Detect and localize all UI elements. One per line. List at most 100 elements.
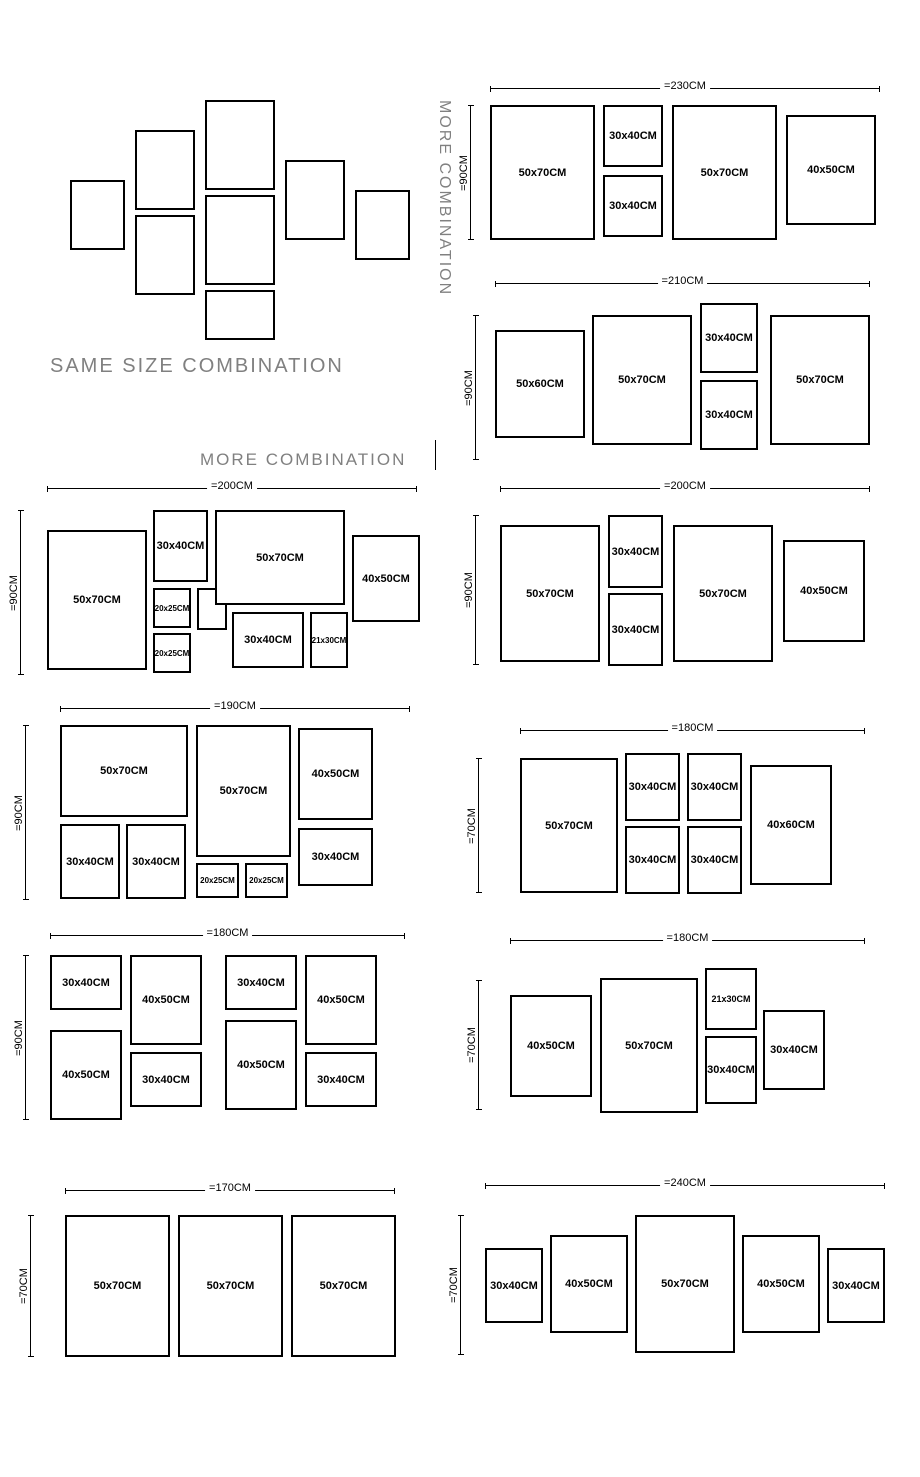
row4-right-frame-4: 30x40CM — [827, 1248, 885, 1323]
same-size-frame-2 — [135, 215, 195, 295]
top-right-1-height-line — [470, 105, 471, 240]
row1-right-frame-2: 30x40CM — [608, 593, 663, 666]
top-right-2-frame-0: 50x60CM — [495, 330, 585, 438]
row4-left-height-label: =70CM — [18, 1264, 30, 1308]
row3-right-frame-4: 30x40CM — [763, 1010, 825, 1090]
row2-right-frame-0: 50x70CM — [520, 758, 618, 893]
row3-left-frame-3: 30x40CM — [130, 1052, 202, 1107]
row3-left-frame-0: 30x40CM — [50, 955, 122, 1010]
row2-left-frame-5: 20x25CM — [196, 863, 239, 898]
top-right-1-frame-1: 30x40CM — [603, 105, 663, 167]
row2-right-height-line — [478, 758, 479, 893]
top-right-2-frame-1: 50x70CM — [592, 315, 692, 445]
row3-right-height-label: =70CM — [466, 1023, 478, 1067]
row3-left-width-label: =180CM — [203, 927, 253, 939]
same-size-frame-4 — [205, 195, 275, 285]
row3-right-frame-3: 30x40CM — [705, 1036, 757, 1104]
row1-right-height-label: =90CM — [463, 568, 475, 612]
row2-left-frame-0: 50x70CM — [60, 725, 188, 817]
row3-right-frame-1: 50x70CM — [600, 978, 698, 1113]
top-right-1-frame-2: 30x40CM — [603, 175, 663, 237]
row1-right-width-label: =200CM — [660, 480, 710, 492]
row1-left-frame-2: 20x25CM — [153, 588, 191, 628]
top-right-1-width-label: =230CM — [660, 80, 710, 92]
row3-left-frame-4: 30x40CM — [225, 955, 297, 1010]
top-right-1-frame-3: 50x70CM — [672, 105, 777, 240]
row4-right-frame-2: 50x70CM — [635, 1215, 735, 1353]
row1-left-frame-7: 21x30CM — [310, 612, 348, 668]
row4-right-frame-3: 40x50CM — [742, 1235, 820, 1333]
row1-right-frame-4: 40x50CM — [783, 540, 865, 642]
row4-left-frame-0: 50x70CM — [65, 1215, 170, 1357]
top-right-2-frame-2: 30x40CM — [700, 303, 758, 373]
row3-left-frame-2: 40x50CM — [130, 955, 202, 1045]
row2-left-frame-3: 30x40CM — [60, 824, 120, 899]
row3-left-frame-5: 40x50CM — [225, 1020, 297, 1110]
row1-left-frame-0: 50x70CM — [47, 530, 147, 670]
row2-right-frame-5: 40x60CM — [750, 765, 832, 885]
row1-left-frame-1: 30x40CM — [153, 510, 208, 582]
row1-right-frame-1: 30x40CM — [608, 515, 663, 588]
row1-left-frame-5: 50x70CM — [215, 510, 345, 605]
row4-left-frame-1: 50x70CM — [178, 1215, 283, 1357]
row3-left-frame-1: 40x50CM — [50, 1030, 122, 1120]
top-right-1-height-label: =90CM — [458, 151, 470, 195]
heading-same-size: SAME SIZE COMBINATION — [50, 355, 344, 378]
row3-right-height-line — [478, 980, 479, 1110]
same-size-frame-6 — [355, 190, 410, 260]
row2-left-height-line — [25, 725, 26, 900]
top-right-1-frame-0: 50x70CM — [490, 105, 595, 240]
row1-left-frame-8: 40x50CM — [352, 535, 420, 622]
diagram-canvas: SAME SIZE COMBINATION MORE COMBINATION M… — [0, 20, 920, 1457]
row1-left-width-label: =200CM — [207, 480, 257, 492]
row4-right-height-line — [460, 1215, 461, 1355]
heading-more-vertical: MORE COMBINATION — [435, 100, 453, 296]
top-right-2-frame-3: 30x40CM — [700, 380, 758, 450]
same-size-frame-1 — [135, 130, 195, 210]
row2-right-frame-1: 30x40CM — [625, 753, 680, 821]
row4-right-height-label: =70CM — [448, 1263, 460, 1307]
same-size-frame-3 — [70, 180, 125, 250]
row3-right-frame-0: 40x50CM — [510, 995, 592, 1097]
top-right-2-height-line — [475, 315, 476, 460]
row3-left-frame-6: 40x50CM — [305, 955, 377, 1045]
row4-left-width-label: =170CM — [205, 1182, 255, 1194]
row1-left-height-label: =90CM — [8, 571, 20, 615]
heading-more-horizontal: MORE COMBINATION — [200, 450, 406, 470]
same-size-frame-7 — [205, 290, 275, 340]
top-right-2-height-label: =90CM — [463, 366, 475, 410]
row2-left-height-label: =90CM — [13, 791, 25, 835]
row2-right-frame-3: 30x40CM — [687, 753, 742, 821]
vertical-divider — [435, 440, 436, 470]
row1-left-frame-3: 20x25CM — [153, 633, 191, 673]
row4-right-frame-1: 40x50CM — [550, 1235, 628, 1333]
row1-left-height-line — [20, 510, 21, 675]
row1-right-frame-3: 50x70CM — [673, 525, 773, 662]
same-size-frame-5 — [285, 160, 345, 240]
row3-left-height-line — [25, 955, 26, 1120]
row2-left-frame-7: 30x40CM — [298, 828, 373, 886]
row2-left-width-label: =190CM — [210, 700, 260, 712]
row3-left-frame-7: 30x40CM — [305, 1052, 377, 1107]
top-right-2-width-label: =210CM — [658, 275, 708, 287]
top-right-2-frame-4: 50x70CM — [770, 315, 870, 445]
row4-left-height-line — [30, 1215, 31, 1357]
row2-right-frame-4: 30x40CM — [687, 826, 742, 894]
row4-left-frame-2: 50x70CM — [291, 1215, 396, 1357]
row1-right-height-line — [475, 515, 476, 665]
same-size-frame-0 — [205, 100, 275, 190]
row2-right-height-label: =70CM — [466, 804, 478, 848]
row3-right-width-label: =180CM — [663, 932, 713, 944]
row2-left-frame-4: 30x40CM — [126, 824, 186, 899]
row2-right-frame-2: 30x40CM — [625, 826, 680, 894]
row1-left-frame-6: 30x40CM — [232, 612, 304, 668]
row2-right-width-label: =180CM — [668, 722, 718, 734]
row4-right-frame-0: 30x40CM — [485, 1248, 543, 1323]
top-right-1-frame-4: 40x50CM — [786, 115, 876, 225]
row2-left-frame-2: 40x50CM — [298, 728, 373, 820]
row3-left-height-label: =90CM — [13, 1016, 25, 1060]
row1-right-frame-0: 50x70CM — [500, 525, 600, 662]
row4-right-width-label: =240CM — [660, 1177, 710, 1189]
row2-left-frame-1: 50x70CM — [196, 725, 291, 857]
row3-right-frame-2: 21x30CM — [705, 968, 757, 1030]
